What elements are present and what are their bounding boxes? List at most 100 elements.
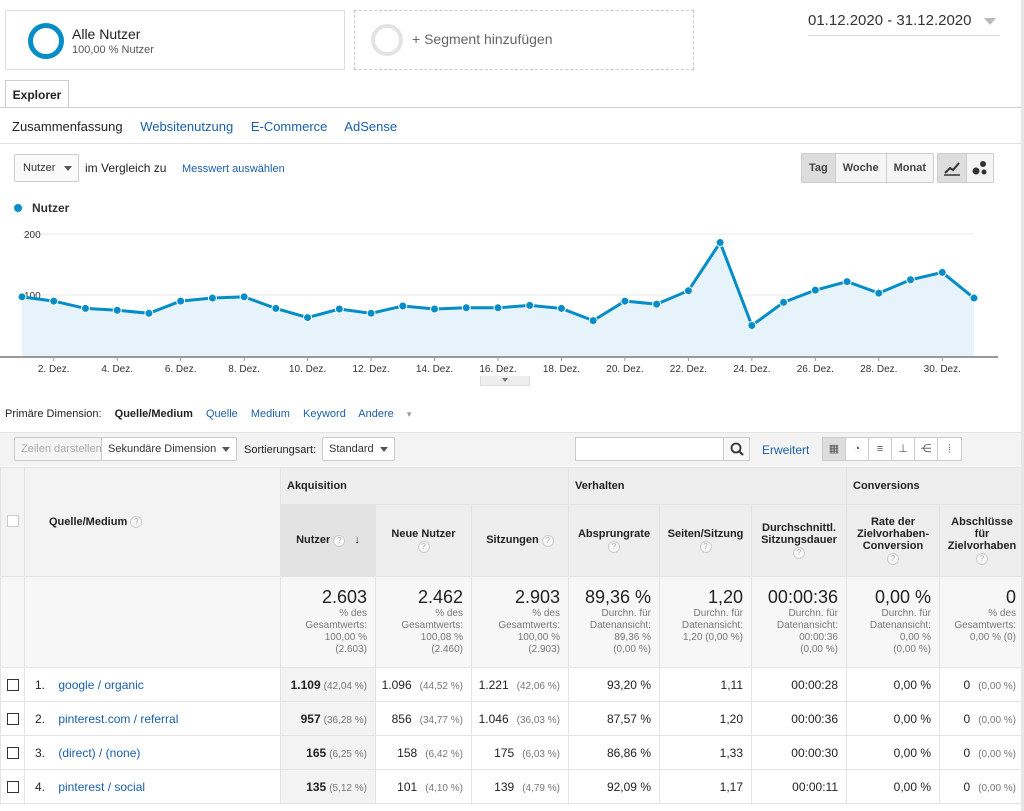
header-sessions[interactable]: Sitzungen ?: [471, 504, 569, 577]
totals-sessions: 2.903% des Gesamtwerts: 100,00 % (2.903): [471, 576, 569, 668]
y-tick-label: 100: [24, 291, 41, 302]
granularity-week[interactable]: Woche: [836, 154, 887, 182]
help-icon[interactable]: ?: [976, 552, 988, 565]
subtab-adsense[interactable]: AdSense: [344, 119, 398, 134]
help-icon[interactable]: ?: [333, 534, 346, 547]
data-point: [49, 296, 59, 306]
help-icon[interactable]: ?: [417, 540, 430, 553]
row-index: 4.: [35, 779, 46, 794]
cell-new-users-value: 1.096: [381, 677, 412, 692]
motion-chart-icon[interactable]: [967, 154, 993, 182]
pie-view-icon[interactable]: ◔: [846, 438, 869, 460]
totals-empty: [24, 576, 281, 668]
header-bounce-rate[interactable]: Absprungrate?: [568, 504, 660, 577]
help-icon[interactable]: ?: [541, 534, 554, 547]
table-search-input[interactable]: [575, 437, 750, 461]
help-icon[interactable]: ?: [887, 552, 899, 565]
totals-goals: 0% des Gesamtwerts: 0,00 % (0): [938, 576, 1024, 668]
dimension-keyword[interactable]: Keyword: [303, 408, 346, 420]
x-tick-label: 12. Dez.: [352, 364, 389, 375]
dimension-more[interactable]: Andere ▾: [358, 408, 412, 420]
row-checkbox[interactable]: [6, 747, 19, 760]
sort-desc-icon[interactable]: ↓: [354, 534, 360, 547]
subtab-summary[interactable]: Zusammenfassung: [12, 119, 123, 134]
search-icon[interactable]: [723, 438, 749, 460]
row-source-link[interactable]: pinterest / social: [58, 779, 146, 794]
divider: [0, 143, 1024, 144]
subtab-ecommerce[interactable]: E-Commerce: [250, 119, 328, 134]
dimension-medium[interactable]: Medium: [250, 408, 290, 420]
x-tick-label: 6. Dez.: [165, 364, 197, 375]
group-behavior: Verhalten: [568, 467, 847, 505]
advanced-filter-link[interactable]: Erweitert: [762, 443, 810, 457]
line-chart-icon[interactable]: [938, 154, 967, 182]
header-avg-duration[interactable]: Durchschnittl. Sitzungsdauer?: [751, 504, 847, 577]
granularity-day[interactable]: Tag: [802, 154, 836, 182]
term-cloud-view-icon[interactable]: ⋲: [915, 438, 938, 460]
secondary-dimension-dropdown[interactable]: Sekundäre Dimension: [101, 437, 238, 461]
comparison-view-icon[interactable]: ⊥: [892, 438, 915, 460]
cell-pages: 1,11: [659, 667, 752, 702]
subtab-site-usage[interactable]: Websitenutzung: [140, 119, 234, 134]
data-point: [715, 238, 725, 248]
table-row: 3. (direct) / (none) 165 (6,25 %) 158 (6,4…: [0, 735, 1024, 770]
x-tick-label: 28. Dez.: [860, 364, 897, 375]
table-view-icon[interactable]: ▦: [823, 438, 846, 460]
sort-dropdown[interactable]: Standard: [322, 437, 395, 461]
totals-note: 1,20 (0,00 %): [682, 632, 743, 643]
performance-view-icon[interactable]: ≡: [869, 438, 892, 460]
select-all-cell: [0, 467, 25, 577]
help-icon[interactable]: ?: [608, 540, 620, 553]
row-checkbox[interactable]: [6, 713, 19, 726]
totals-note: 0,00 % (0): [969, 632, 1017, 643]
totals-note: Gesamtwerts:: [305, 620, 367, 631]
totals-note: Gesamtwerts:: [401, 620, 463, 631]
chart-collapse-handle[interactable]: [480, 376, 530, 386]
create-rows-button[interactable]: Zeilen darstellen: [14, 437, 109, 461]
cell-goals-value: 0: [963, 711, 971, 726]
header-new-users[interactable]: Neue Nutzer?: [375, 504, 472, 577]
data-point: [398, 301, 408, 311]
data-point: [493, 303, 503, 313]
totals-value: 0: [1006, 587, 1017, 607]
dimension-source[interactable]: Quelle: [205, 408, 238, 420]
cell-duration: 00:00:30: [751, 735, 847, 770]
row-source-link[interactable]: google / organic: [58, 677, 144, 692]
row-checkbox[interactable]: [6, 781, 19, 794]
help-icon[interactable]: ?: [130, 516, 143, 529]
tab-explorer[interactable]: Explorer: [5, 80, 69, 108]
help-icon[interactable]: ?: [793, 546, 805, 559]
totals-note: (2.460): [431, 644, 463, 655]
data-point: [17, 292, 27, 302]
cell-duration: 00:00:28: [751, 667, 847, 702]
header-conversion-rate[interactable]: Rate der Zielvorhaben-Conversion?: [846, 504, 940, 577]
cell-goals-pct: (0,00 %): [978, 714, 1017, 726]
segment-all-users[interactable]: Alle Nutzer 100,00 % Nutzer: [5, 10, 345, 70]
select-metric-link[interactable]: Messwert auswählen: [182, 163, 285, 175]
dimension-row: Primäre Dimension: Quelle/Medium Quelle …: [5, 408, 431, 420]
header-goal-completions[interactable]: Abschlüsse für Zielvorhaben?: [938, 504, 1024, 577]
x-tick-label: 20. Dez.: [606, 364, 643, 375]
cell-sessions-pct: (36,03 %): [516, 714, 560, 726]
row-source-link[interactable]: pinterest.com / referral: [58, 711, 179, 726]
metric-dropdown[interactable]: Nutzer: [14, 154, 79, 182]
totals-note: Datenansicht:: [776, 620, 838, 631]
header-users[interactable]: Nutzer ? ↓: [280, 504, 376, 577]
table-row: 1. google / organic 1.109 (42,04 %) 1.096…: [0, 667, 1024, 702]
view-switcher: ▦ ◔ ≡ ⊥ ⋲ ⦙: [822, 437, 962, 461]
row-index: 2.: [35, 711, 46, 726]
header-pages-per-session[interactable]: Seiten/Sitzung?: [659, 504, 752, 577]
totals-bounce: 89,36 % Durchn. für Datenansicht: 89,36 % (0…: [568, 576, 660, 668]
x-tick-label: 8. Dez.: [228, 364, 260, 375]
row-checkbox[interactable]: [6, 679, 19, 692]
add-segment-button[interactable]: + Segment hinzufügen: [354, 10, 694, 70]
select-all-checkbox[interactable]: [6, 514, 19, 527]
scrollbar[interactable]: [1021, 0, 1024, 811]
row-source-link[interactable]: (direct) / (none): [58, 745, 141, 760]
help-icon[interactable]: ?: [699, 540, 712, 553]
pivot-view-icon[interactable]: ⦙: [938, 438, 961, 460]
date-range-picker[interactable]: 01.12.2020 - 31.12.2020: [808, 12, 1000, 36]
data-point: [969, 293, 979, 303]
granularity-month[interactable]: Monat: [893, 162, 926, 174]
header-source[interactable]: Quelle/Medium ?: [24, 467, 281, 577]
